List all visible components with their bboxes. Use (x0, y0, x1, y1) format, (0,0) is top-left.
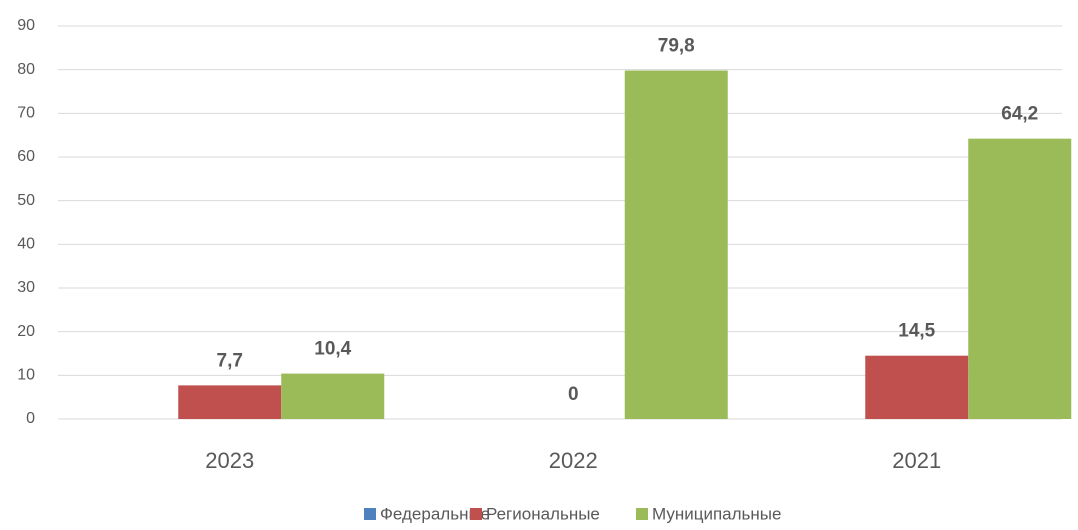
value-label: 64,2 (1001, 104, 1038, 125)
y-tick-label: 60 (17, 148, 35, 165)
y-tick-label: 30 (17, 279, 35, 296)
bar (178, 385, 282, 419)
legend-swatch (636, 508, 648, 520)
value-label: 79,8 (658, 36, 695, 57)
value-label: 14,5 (898, 321, 935, 342)
value-label: 7,7 (217, 350, 243, 371)
y-tick-label: 20 (17, 323, 35, 340)
x-tick-label: 2021 (892, 448, 941, 473)
legend-swatch (470, 508, 482, 520)
y-tick-label: 70 (17, 105, 35, 122)
y-tick-label: 0 (26, 410, 35, 427)
x-tick-label: 2023 (205, 448, 254, 473)
legend-label: Муниципальные (652, 504, 781, 523)
y-tick-label: 80 (17, 61, 35, 78)
bar (281, 373, 385, 419)
legend-label: Региональные (486, 504, 600, 523)
legend-label: Федеральные (380, 504, 490, 523)
bar (968, 138, 1072, 419)
y-tick-label: 50 (17, 192, 35, 209)
y-tick-label: 40 (17, 236, 35, 253)
bar (624, 70, 728, 419)
value-label: 10,4 (314, 339, 351, 360)
legend-swatch (364, 508, 376, 520)
y-tick-label: 10 (17, 367, 35, 384)
value-label: 0 (568, 384, 579, 405)
x-tick-label: 2022 (549, 448, 598, 473)
bar (865, 355, 969, 419)
y-tick-label: 90 (17, 17, 35, 34)
